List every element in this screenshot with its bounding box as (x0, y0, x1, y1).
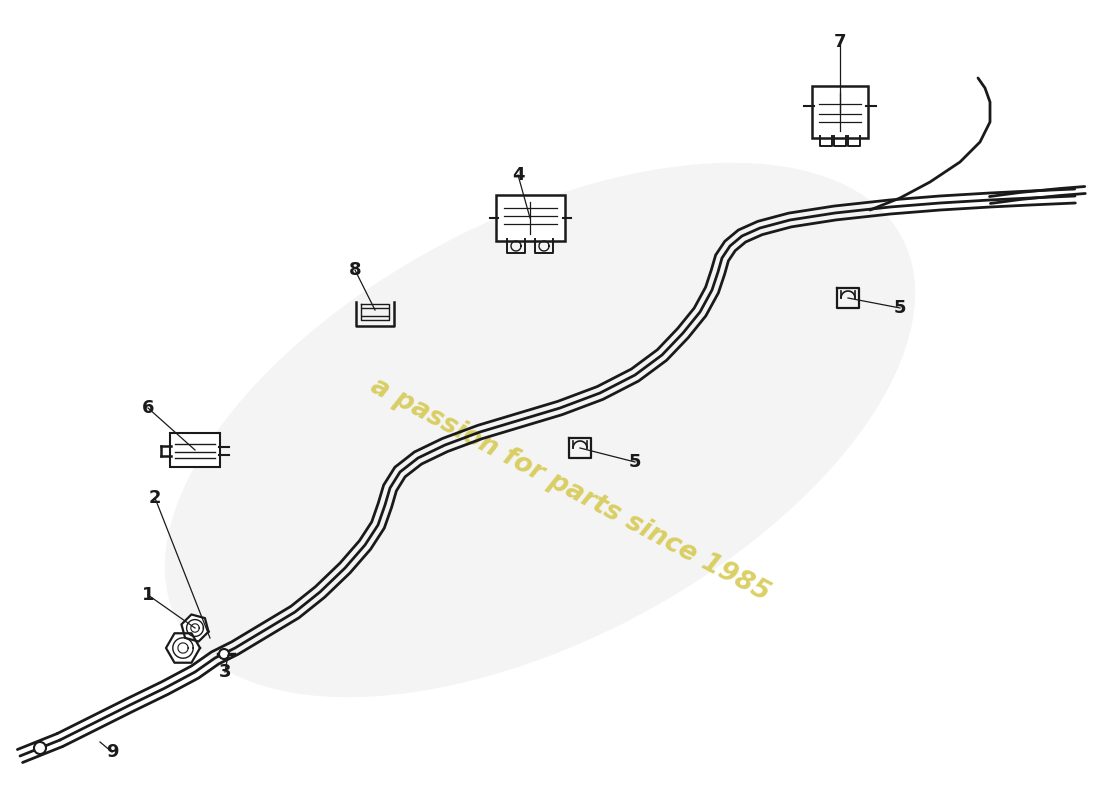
FancyBboxPatch shape (170, 433, 220, 467)
Text: 9: 9 (106, 743, 119, 761)
Polygon shape (182, 614, 209, 642)
Text: 5: 5 (893, 299, 906, 317)
Text: 4: 4 (512, 166, 525, 184)
Text: 8: 8 (349, 261, 361, 279)
Ellipse shape (165, 162, 915, 698)
Text: 5: 5 (629, 453, 641, 471)
Text: 7: 7 (834, 33, 846, 51)
Circle shape (219, 649, 229, 659)
Text: 3: 3 (219, 663, 231, 681)
Polygon shape (166, 634, 200, 662)
FancyBboxPatch shape (812, 86, 868, 138)
Text: 2: 2 (148, 489, 162, 507)
Text: a passion for parts since 1985: a passion for parts since 1985 (366, 374, 774, 606)
Circle shape (34, 742, 46, 754)
Text: 1: 1 (142, 586, 154, 604)
Text: 6: 6 (142, 399, 154, 417)
FancyBboxPatch shape (495, 195, 564, 241)
